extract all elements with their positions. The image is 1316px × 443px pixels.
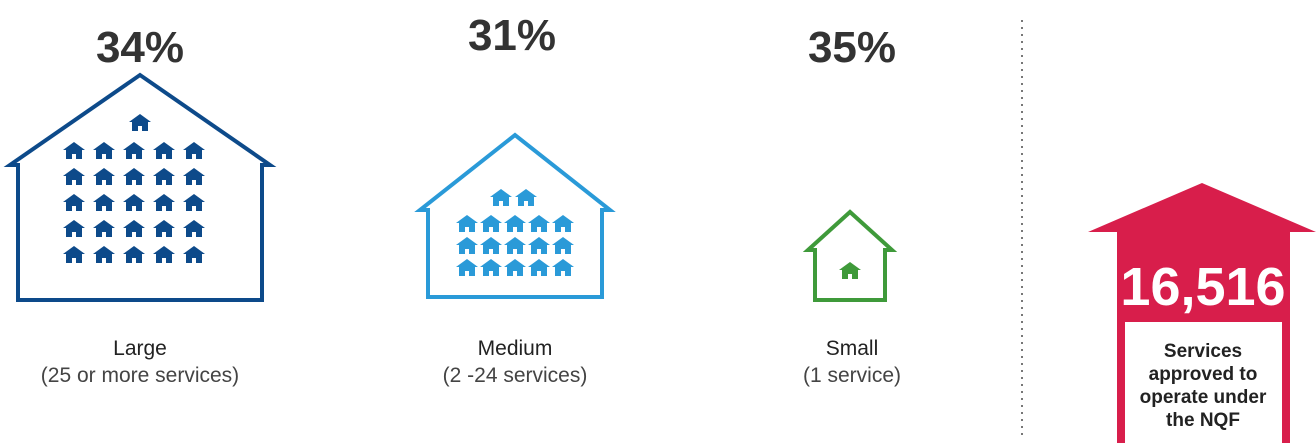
medium-house: [414, 132, 616, 299]
mini-house: [183, 246, 205, 263]
mini-house: [480, 237, 502, 254]
mini-house: [839, 262, 861, 279]
mini-house: [93, 246, 115, 263]
mini-house: [528, 237, 550, 254]
mini-house: [528, 259, 550, 276]
percent: 31%: [468, 11, 556, 60]
mini-house: [183, 168, 205, 185]
mini-house: [93, 220, 115, 237]
mini-house: [552, 215, 574, 232]
caption-line: Services: [1164, 341, 1242, 362]
percent: 34%: [96, 23, 184, 72]
mini-house: [456, 215, 478, 232]
mini-house: [153, 142, 175, 159]
mini-house: [123, 194, 145, 211]
sublabel: (2 -24 services): [443, 364, 588, 387]
total-value: 16,516: [1120, 257, 1285, 317]
mini-house: [63, 168, 85, 185]
mini-house: [504, 237, 526, 254]
mini-house: [153, 246, 175, 263]
caption-line: operate under: [1140, 387, 1267, 408]
mini-house: [123, 220, 145, 237]
mini-house: [93, 142, 115, 159]
mini-house: [490, 189, 512, 206]
mini-house: [183, 220, 205, 237]
mini-house: [63, 220, 85, 237]
mini-house: [504, 259, 526, 276]
caption-line: the NQF: [1166, 410, 1240, 431]
mini-house: [528, 215, 550, 232]
mini-house: [123, 168, 145, 185]
mini-house: [480, 259, 502, 276]
percent: 35%: [808, 23, 896, 72]
mini-house: [515, 189, 537, 206]
mini-house: [153, 194, 175, 211]
mini-house: [63, 194, 85, 211]
label: Small: [826, 337, 879, 360]
mini-house: [552, 237, 574, 254]
sublabel: (1 service): [803, 364, 901, 387]
mini-house: [93, 168, 115, 185]
label: Medium: [478, 337, 553, 360]
mini-house: [123, 142, 145, 159]
large-house: [3, 72, 277, 302]
sublabel: (25 or more services): [41, 364, 239, 387]
mini-house: [552, 259, 574, 276]
mini-house: [63, 246, 85, 263]
mini-house: [153, 220, 175, 237]
mini-house: [456, 237, 478, 254]
label: Large: [113, 337, 167, 360]
mini-house: [153, 168, 175, 185]
caption-box: [1125, 322, 1282, 443]
small-house: [802, 209, 898, 302]
mini-house: [183, 142, 205, 159]
mini-house: [129, 114, 151, 131]
mini-house: [183, 194, 205, 211]
mini-house: [504, 215, 526, 232]
caption-line: approved to: [1149, 364, 1258, 385]
mini-house: [93, 194, 115, 211]
mini-house: [480, 215, 502, 232]
mini-house: [456, 259, 478, 276]
mini-house: [63, 142, 85, 159]
mini-house: [123, 246, 145, 263]
